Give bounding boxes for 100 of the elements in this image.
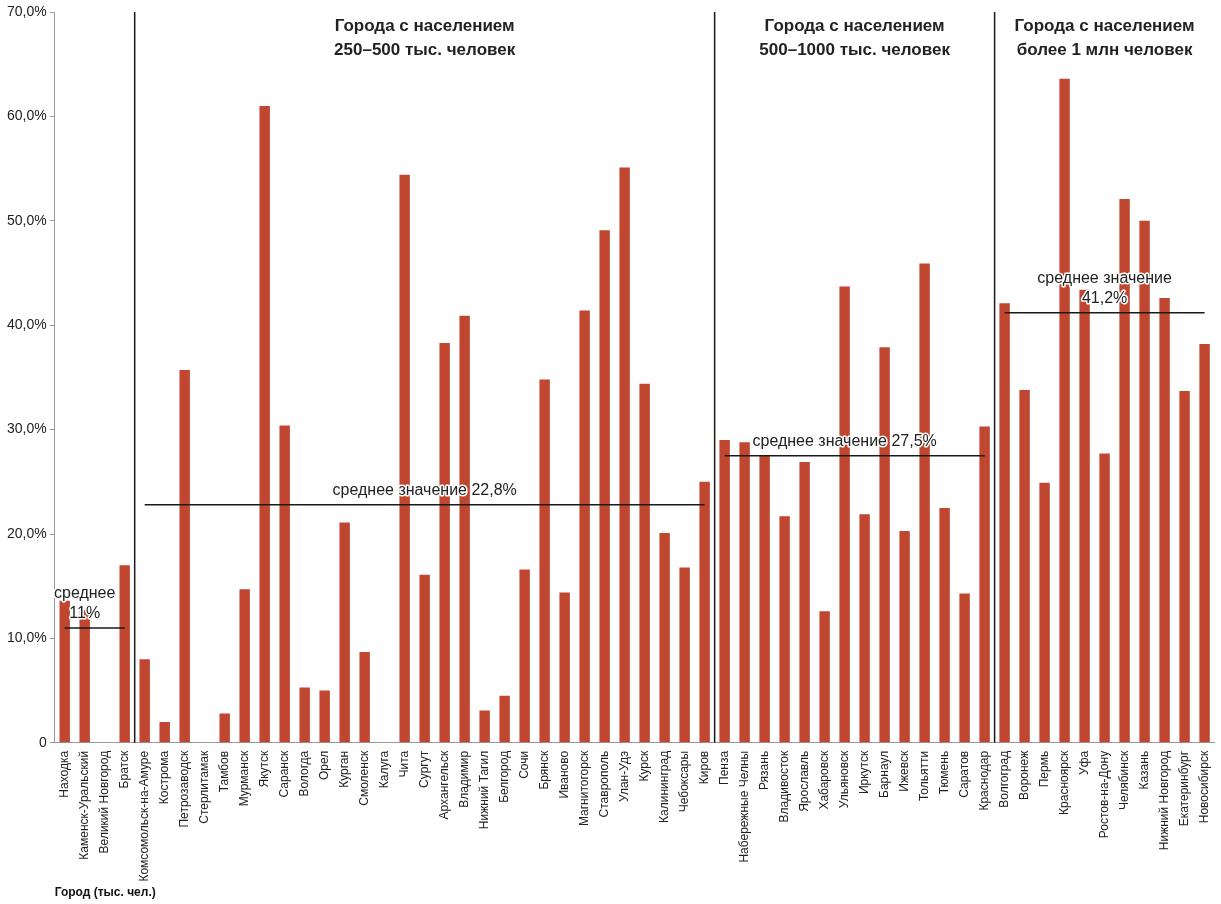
x-tick-label: Курган — [336, 750, 351, 788]
y-tick-label: 50,0% — [6, 211, 47, 228]
x-tick-label: Братск — [117, 750, 131, 789]
bar — [559, 592, 570, 743]
bar — [619, 167, 630, 743]
x-tick-label: Ростов-на-Дону — [1096, 750, 1111, 839]
x-tick-label: Кострома — [157, 750, 171, 805]
bar — [479, 710, 490, 743]
x-tick-label: Вологда — [296, 750, 311, 797]
bar — [819, 611, 830, 743]
x-tick-label: Смоленск — [356, 750, 371, 806]
x-tick-label: Казань — [1136, 750, 1151, 790]
x-tick-label: Якутск — [256, 750, 271, 788]
bar — [219, 713, 230, 743]
x-tick-label: Нижний Тагил — [476, 750, 491, 830]
x-tick-label: Киров — [696, 750, 711, 785]
bar — [319, 690, 330, 743]
bar — [1179, 390, 1190, 743]
annotation: Города с населением более 1 млн человек — [1014, 16, 1195, 60]
bar — [419, 574, 430, 743]
bar — [719, 440, 730, 743]
x-tick-label: Краснодар — [976, 750, 991, 811]
bar — [359, 651, 370, 743]
bar — [539, 379, 550, 743]
bar — [699, 481, 710, 743]
bar — [579, 310, 590, 743]
bar — [179, 370, 190, 743]
bar — [899, 530, 910, 743]
bar — [639, 383, 650, 743]
x-tick-label: Калуга — [376, 750, 391, 789]
x-tick-label: Новосибирск — [1196, 750, 1211, 824]
bar — [159, 721, 170, 743]
bar — [799, 461, 810, 743]
bar — [679, 567, 690, 743]
x-tick-label: Белгород — [496, 750, 511, 803]
y-tick-label: 20,0% — [6, 524, 47, 541]
x-tick-label: Брянск — [536, 750, 551, 790]
bar — [999, 303, 1010, 743]
x-tick-label: Иваново — [556, 750, 571, 799]
bar — [239, 589, 250, 743]
x-tick-label: Чебоксары — [676, 750, 691, 813]
x-tick-label: Архангельск — [436, 750, 451, 820]
x-tick-label: Саратов — [956, 750, 971, 798]
x-tick-label: Тольятти — [916, 750, 931, 802]
bar — [1099, 453, 1110, 743]
x-tick-label: Владивосток — [776, 750, 791, 823]
x-tick-label: Комсомольск-на-Амуре — [137, 750, 151, 882]
x-tick-label: Ульяновск — [836, 750, 851, 809]
x-tick-label: Калининград — [656, 750, 671, 823]
x-tick-label: Мурманск — [236, 750, 251, 807]
bar — [599, 230, 610, 743]
x-tick-label: Пенза — [716, 750, 731, 785]
bar — [1159, 298, 1170, 743]
x-tick-label: Нижний Новгород — [1156, 750, 1171, 851]
bar — [779, 516, 790, 743]
bar — [1199, 344, 1210, 743]
bar — [759, 455, 770, 743]
bar — [1039, 482, 1050, 743]
x-tick-label: Сургут — [416, 750, 431, 788]
y-tick-label: 60,0% — [6, 107, 47, 124]
x-tick-label: Тамбов — [216, 750, 231, 793]
bar — [139, 659, 150, 743]
x-tick-label: Набережные Челны — [736, 750, 751, 863]
x-tick-label: Великий Новгород — [97, 750, 111, 854]
y-tick-label: 10,0% — [6, 629, 47, 646]
annotation: Города с населением 500–1000 тыс. человек — [759, 16, 951, 60]
x-tick-label: Тюмень — [936, 750, 951, 795]
bar — [959, 593, 970, 743]
x-tick-label: Владимир — [456, 750, 471, 808]
y-tick-label: 0 — [38, 733, 47, 750]
x-tick-label: Иркутск — [856, 750, 871, 795]
x-tick-label: Челябинск — [1116, 750, 1131, 811]
bar — [939, 507, 950, 743]
y-tick-label: 40,0% — [6, 316, 47, 333]
bar — [259, 105, 270, 743]
bar — [859, 514, 870, 743]
x-tick-label: Хабаровск — [816, 750, 831, 810]
x-tick-label: Улан-Удэ — [616, 750, 631, 802]
bar — [519, 569, 530, 743]
x-tick-label: Уфа — [1076, 750, 1091, 775]
x-tick-label: Саранск — [276, 750, 291, 798]
x-axis-title: Город (тыс. чел.) — [54, 885, 156, 900]
bar — [659, 532, 670, 743]
bar — [739, 442, 750, 743]
x-tick-label: Орел — [316, 750, 331, 781]
x-tick-label: Петрозаводск — [177, 750, 191, 828]
x-tick-label: Ижевск — [896, 750, 911, 792]
bar — [279, 425, 290, 743]
x-tick-label: Стерлитамак — [196, 750, 211, 824]
bar — [979, 426, 990, 743]
bar — [339, 522, 350, 743]
bar — [59, 600, 70, 743]
x-tick-label: Барнаул — [876, 750, 891, 798]
bar — [499, 695, 510, 743]
bar — [1019, 389, 1030, 743]
x-tick-label: Курск — [636, 750, 651, 782]
annotation: Города с населением 250–500 тыс. человек — [334, 16, 516, 60]
y-tick-label: 70,0% — [6, 2, 47, 19]
bar — [299, 687, 310, 743]
x-tick-label: Каменск-Уральский — [77, 750, 92, 860]
